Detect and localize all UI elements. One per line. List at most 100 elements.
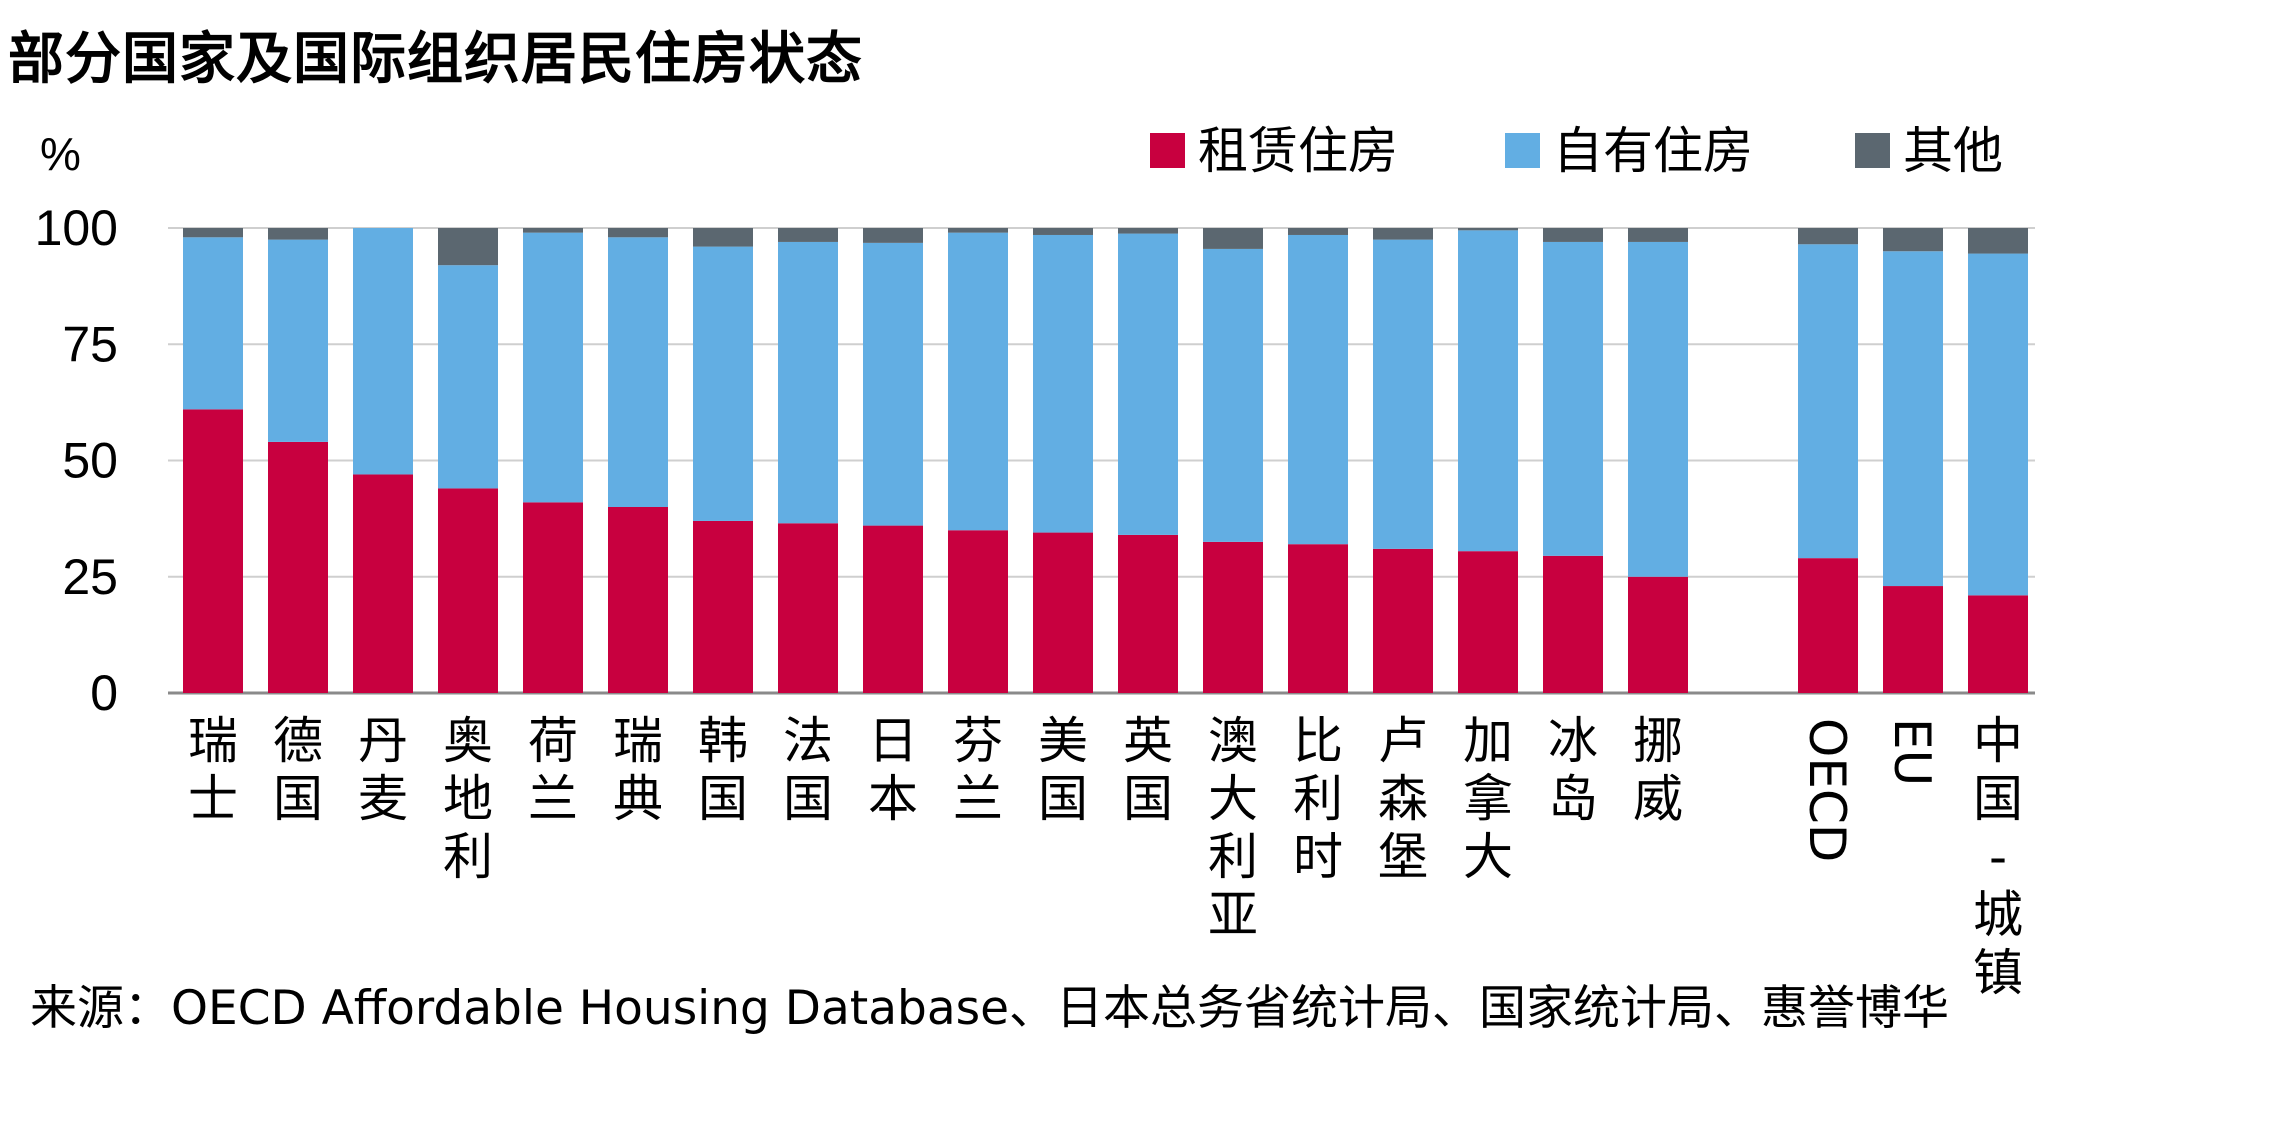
legend-label: 其他 bbox=[1903, 122, 2003, 180]
bar-segment-other bbox=[1373, 228, 1433, 240]
y-tick-label: 0 bbox=[90, 665, 118, 721]
x-tick-label: OECD bbox=[1798, 718, 1856, 862]
bar-segment-own bbox=[353, 228, 413, 475]
bar-segment-other bbox=[523, 228, 583, 233]
bar-segment-own bbox=[693, 246, 753, 521]
x-tick-label: 丹麦 bbox=[358, 712, 408, 828]
bar-segment-own bbox=[183, 237, 243, 410]
y-axis-label: % bbox=[40, 128, 81, 180]
x-tick-label: 卢森堡 bbox=[1378, 712, 1428, 886]
bar-segment-other bbox=[693, 228, 753, 247]
bar-segment-rent bbox=[1543, 555, 1603, 693]
legend-swatch bbox=[1150, 133, 1185, 168]
legend-label: 自有住房 bbox=[1553, 122, 1753, 180]
bar-segment-rent bbox=[1798, 558, 1858, 693]
legend-swatch bbox=[1855, 133, 1890, 168]
bar-segment-other bbox=[183, 228, 243, 238]
bar-segment-other bbox=[608, 228, 668, 238]
bar-segment-other bbox=[1033, 228, 1093, 235]
bar-segment-own bbox=[438, 265, 498, 489]
x-tick-label: 冰岛 bbox=[1548, 712, 1598, 828]
bar-segment-rent bbox=[693, 520, 753, 693]
bar-segment-rent bbox=[1883, 586, 1943, 693]
legend-label: 租赁住房 bbox=[1198, 122, 1398, 180]
bar-segment-other bbox=[778, 228, 838, 242]
x-tick-label: 瑞典 bbox=[613, 712, 663, 828]
y-tick-label: 100 bbox=[35, 200, 118, 256]
bar-segment-other bbox=[268, 228, 328, 240]
bar-segment-other bbox=[1968, 228, 2028, 254]
x-tick-label: 澳大利亚 bbox=[1208, 712, 1258, 944]
bar-segment-own bbox=[1968, 253, 2028, 596]
bar-segment-rent bbox=[183, 409, 243, 693]
bar-segment-own bbox=[268, 239, 328, 442]
y-axis: 0 25 50 75 100 bbox=[35, 200, 118, 721]
bar-segment-own bbox=[1543, 241, 1603, 556]
bar-segment-other bbox=[1628, 228, 1688, 242]
x-tick-label: 中国-城镇 bbox=[1973, 712, 2023, 1002]
bar-segment-own bbox=[1373, 239, 1433, 549]
bar-segment-other bbox=[1288, 228, 1348, 235]
y-tick-label: 75 bbox=[62, 316, 118, 372]
x-tick-label: 芬兰 bbox=[953, 712, 1003, 828]
x-tick-label: 韩国 bbox=[698, 712, 748, 828]
source-note: 来源：OECD Affordable Housing Database、日本总务… bbox=[30, 981, 1950, 1036]
x-tick-label: 德国 bbox=[273, 712, 323, 828]
bar-segment-own bbox=[1798, 244, 1858, 559]
bar-segment-rent bbox=[778, 523, 838, 693]
bar-segment-own bbox=[1288, 234, 1348, 545]
x-tick-label: 英国 bbox=[1123, 712, 1173, 828]
bar-segment-rent bbox=[863, 525, 923, 693]
bar-segment-own bbox=[1628, 241, 1688, 577]
bars bbox=[183, 228, 2028, 693]
legend-swatch bbox=[1505, 133, 1540, 168]
bar-segment-own bbox=[523, 232, 583, 503]
bar-segment-own bbox=[948, 232, 1008, 531]
bar-segment-other bbox=[1543, 228, 1603, 242]
bar-segment-other bbox=[948, 228, 1008, 233]
y-tick-label: 50 bbox=[62, 433, 118, 489]
bar-segment-rent bbox=[1203, 541, 1263, 693]
bar-segment-other bbox=[438, 228, 498, 266]
bar-segment-rent bbox=[268, 441, 328, 693]
bar-segment-own bbox=[1883, 251, 1943, 587]
bar-segment-rent bbox=[1033, 532, 1093, 693]
x-tick-label: 日本 bbox=[868, 712, 918, 828]
x-axis: 瑞士德国丹麦奥地利荷兰瑞典韩国法国日本芬兰美国英国澳大利亚比利时卢森堡加拿大冰岛… bbox=[188, 712, 2023, 1002]
x-tick-label: 荷兰 bbox=[528, 712, 578, 828]
bar-segment-other bbox=[1118, 228, 1178, 234]
bar-segment-rent bbox=[1628, 576, 1688, 693]
bar-segment-own bbox=[1203, 248, 1263, 542]
bar-segment-own bbox=[1033, 234, 1093, 533]
bar-segment-own bbox=[1118, 233, 1178, 535]
bar-segment-rent bbox=[1458, 551, 1518, 693]
chart-title: 部分国家及国际组织居民住房状态 bbox=[8, 27, 863, 92]
legend: 租赁住房 自有住房 其他 bbox=[1150, 122, 2003, 180]
x-tick-label: 奥地利 bbox=[443, 712, 493, 886]
x-tick-label: EU bbox=[1883, 718, 1941, 786]
bar-segment-rent bbox=[523, 502, 583, 693]
bar-segment-rent bbox=[1968, 595, 2028, 693]
bar-segment-other bbox=[1883, 228, 1943, 252]
bar-segment-rent bbox=[948, 530, 1008, 693]
bar-segment-other bbox=[1203, 228, 1263, 249]
y-tick-label: 25 bbox=[62, 549, 118, 605]
x-tick-label: 挪威 bbox=[1633, 712, 1683, 828]
x-tick-label: 瑞士 bbox=[188, 712, 238, 828]
bar-segment-rent bbox=[1288, 544, 1348, 693]
bar-segment-other bbox=[1458, 228, 1518, 231]
bar-segment-rent bbox=[438, 488, 498, 693]
bar-segment-own bbox=[608, 237, 668, 508]
bar-segment-other bbox=[1798, 228, 1858, 245]
bar-segment-rent bbox=[1373, 548, 1433, 693]
bar-segment-own bbox=[863, 242, 923, 526]
x-tick-label: 加拿大 bbox=[1463, 712, 1513, 886]
bar-segment-other bbox=[863, 228, 923, 243]
x-tick-label: 比利时 bbox=[1293, 712, 1343, 886]
x-tick-label: 法国 bbox=[783, 712, 833, 828]
bar-segment-rent bbox=[353, 474, 413, 693]
bar-segment-rent bbox=[608, 507, 668, 693]
bar-segment-own bbox=[778, 241, 838, 524]
bar-segment-rent bbox=[1118, 534, 1178, 693]
